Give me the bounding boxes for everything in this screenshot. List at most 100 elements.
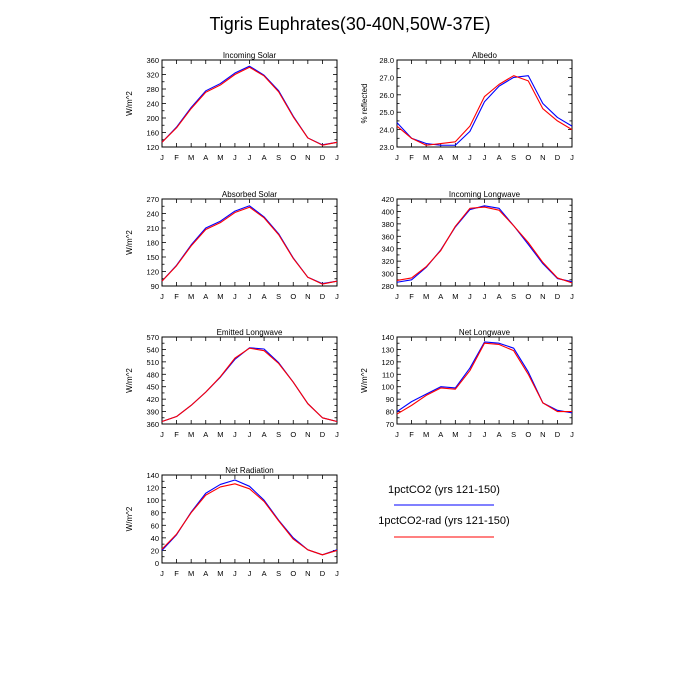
series-line-1 (396, 75, 573, 146)
y-axis-label: W/m^2 (125, 91, 134, 116)
panel-title: Absorbed Solar (222, 190, 277, 199)
legend-label-2: 1pctCO2-rad (yrs 121-150) (378, 515, 509, 527)
x-tick-label: J (335, 569, 339, 578)
x-tick-label: J (160, 430, 164, 439)
x-tick-label: J (335, 153, 339, 162)
x-tick-label: A (262, 153, 267, 162)
legend: 1pctCO2 (yrs 121-150) 1pctCO2-rad (yrs 1… (378, 484, 510, 538)
figure-title: Tigris Euphrates(30-40N,50W-37E) (209, 14, 490, 34)
x-tick-label: D (320, 430, 326, 439)
x-tick-label: N (305, 153, 310, 162)
series-line-2 (161, 206, 338, 285)
x-tick-label: A (262, 569, 267, 578)
x-tick-label: A (438, 430, 443, 439)
x-tick-label: A (497, 153, 502, 162)
y-tick-label: 450 (146, 383, 159, 392)
x-tick-label: J (160, 569, 164, 578)
y-tick-label: 70 (386, 420, 394, 429)
y-tick-label: 160 (146, 129, 159, 138)
y-tick-label: 320 (381, 257, 394, 266)
x-tick-label: N (305, 569, 310, 578)
y-tick-label: 80 (386, 408, 394, 417)
x-tick-label: O (525, 430, 531, 439)
y-tick-label: 300 (381, 270, 394, 279)
y-tick-label: 510 (146, 358, 159, 367)
y-tick-label: 140 (146, 471, 159, 480)
series-line-2 (396, 342, 572, 415)
x-tick-label: O (525, 292, 531, 301)
x-tick-label: S (276, 292, 281, 301)
x-tick-label: A (203, 430, 208, 439)
x-tick-label: M (188, 430, 194, 439)
x-tick-label: F (409, 153, 414, 162)
x-tick-label: M (217, 292, 223, 301)
x-tick-label: J (468, 430, 472, 439)
x-tick-label: D (320, 569, 326, 578)
x-tick-label: J (248, 430, 252, 439)
x-tick-label: D (555, 292, 561, 301)
y-tick-label: 540 (146, 345, 159, 354)
y-tick-label: 210 (146, 224, 159, 233)
y-tick-label: 24.0 (379, 126, 394, 135)
x-tick-label: S (276, 153, 281, 162)
y-tick-label: 100 (146, 496, 159, 505)
panel-title: Incoming Solar (223, 51, 277, 60)
x-tick-label: J (335, 292, 339, 301)
y-tick-label: 150 (146, 253, 159, 262)
x-tick-label: F (174, 292, 179, 301)
x-tick-label: N (540, 153, 545, 162)
y-tick-label: 180 (146, 239, 159, 248)
y-axis-label: W/m^2 (125, 506, 134, 531)
y-tick-label: 280 (146, 85, 159, 94)
x-tick-label: J (248, 569, 252, 578)
x-tick-label: J (570, 153, 574, 162)
x-tick-label: M (217, 153, 223, 162)
x-tick-label: S (276, 430, 281, 439)
x-tick-label: J (570, 430, 574, 439)
x-tick-label: A (203, 569, 208, 578)
y-tick-label: 120 (146, 268, 159, 277)
x-tick-label: A (262, 292, 267, 301)
series-line-2 (396, 75, 573, 146)
y-tick-label: 570 (146, 333, 159, 342)
y-tick-label: 130 (381, 345, 394, 354)
x-tick-label: M (423, 292, 429, 301)
x-tick-label: M (217, 430, 223, 439)
y-tick-label: 100 (381, 383, 394, 392)
y-tick-label: 420 (381, 195, 394, 204)
y-axis-label: W/m^2 (360, 368, 369, 393)
x-tick-label: A (438, 292, 443, 301)
x-tick-label: F (409, 292, 414, 301)
y-tick-label: 420 (146, 395, 159, 404)
y-tick-label: 280 (381, 282, 394, 291)
y-axis-label: W/m^2 (125, 230, 134, 255)
y-tick-label: 90 (386, 395, 394, 404)
x-tick-label: M (452, 153, 458, 162)
x-tick-label: J (395, 153, 399, 162)
x-tick-label: J (335, 430, 339, 439)
panel-title: Incoming Longwave (449, 190, 521, 199)
y-tick-label: 28.0 (379, 56, 394, 65)
y-tick-label: 240 (146, 100, 159, 109)
y-tick-label: 110 (382, 370, 394, 379)
series-line-2 (161, 483, 338, 556)
x-tick-label: D (555, 153, 561, 162)
x-tick-label: J (160, 292, 164, 301)
y-tick-label: 0 (155, 559, 159, 568)
panel-title: Emitted Longwave (217, 328, 283, 337)
y-axis-label: % reflected (360, 83, 369, 123)
legend-label-1: 1pctCO2 (yrs 121-150) (388, 484, 500, 496)
x-tick-label: O (290, 292, 296, 301)
y-tick-label: 360 (381, 232, 394, 241)
x-tick-label: D (320, 292, 326, 301)
x-tick-label: D (320, 153, 326, 162)
y-tick-label: 270 (146, 195, 159, 204)
x-tick-label: J (395, 292, 399, 301)
x-tick-label: D (555, 430, 561, 439)
x-tick-label: A (203, 292, 208, 301)
